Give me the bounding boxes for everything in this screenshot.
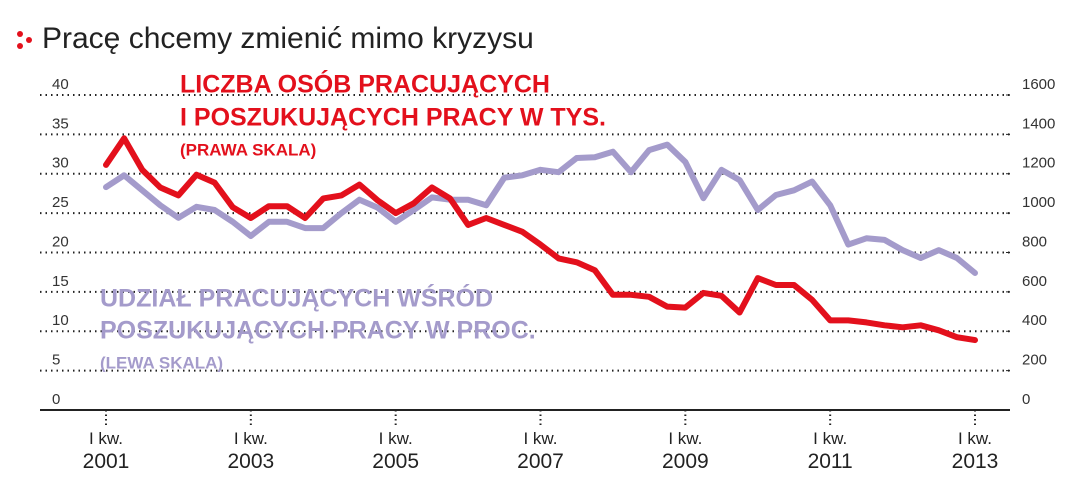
y2-tick-label: 600: [1022, 273, 1047, 290]
annotation: (LEWA SKALA): [100, 353, 223, 372]
y2-tick-label: 200: [1022, 352, 1047, 369]
x-tick-label: I kw. 2003: [227, 429, 274, 472]
y2-tick-label: 400: [1022, 312, 1047, 329]
y-tick-label: 25: [52, 194, 69, 211]
x-tick-label: I kw. 2011: [808, 429, 853, 472]
annotation: LICZBA OSÓB PRACUJĄCYCH: [180, 69, 550, 99]
x-tick-label: I kw. 2007: [517, 429, 564, 472]
x-tick-label: I kw. 2013: [952, 429, 999, 472]
x-tick-label: I kw. 2001: [83, 429, 130, 472]
y2-tick-label: 0: [1022, 391, 1030, 408]
series-line: [103, 135, 978, 344]
chart-title: Pracę chcemy zmienić mimo kryzysu: [42, 22, 534, 55]
y-tick-label: 40: [52, 76, 69, 93]
plot-area: 0510152025303540020040060080010001200140…: [40, 76, 1055, 473]
annotation: UDZIAŁ PRACUJĄCYCH WŚRÓD: [100, 283, 493, 313]
y2-tick-label: 800: [1022, 233, 1047, 250]
y-tick-label: 5: [52, 352, 60, 369]
x-tick-label: I kw. 2009: [662, 429, 709, 472]
annotation: (PRAWA SKALA): [180, 140, 316, 159]
x-tick-label: I kw. 2005: [372, 429, 419, 472]
y2-tick-label: 1200: [1022, 155, 1055, 172]
y-tick-label: 15: [52, 273, 69, 290]
y2-tick-label: 1400: [1022, 115, 1055, 132]
y-tick-label: 20: [52, 233, 69, 250]
title-icon: [17, 43, 23, 49]
title-icon: [17, 31, 23, 37]
series-line: [103, 141, 978, 276]
y-tick-label: 10: [52, 312, 69, 329]
y-tick-label: 30: [52, 155, 69, 172]
annotation: POSZUKUJĄCYCH PRACY W PROC.: [100, 317, 536, 345]
y-tick-label: 35: [52, 115, 69, 132]
y2-tick-label: 1600: [1022, 76, 1055, 93]
y2-tick-label: 1000: [1022, 194, 1055, 211]
annotation: I POSZUKUJĄCYCH PRACY W TYS.: [180, 104, 606, 132]
y-tick-label: 0: [52, 391, 60, 408]
title-icon: [26, 37, 32, 43]
